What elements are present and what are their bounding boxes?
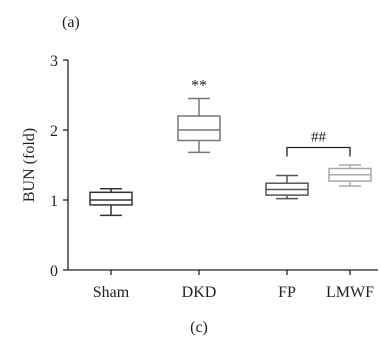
- annotations: ** ##: [191, 78, 351, 157]
- boxplot-sham: [89, 188, 133, 217]
- x-tick-label: Sham: [93, 284, 130, 301]
- y-tick-label: 0: [50, 263, 58, 280]
- x-tick-label: LMWF: [326, 284, 374, 301]
- significance-label: **: [191, 78, 207, 95]
- y-tick-labels: 0 1 2 3: [50, 53, 58, 280]
- bracket-line: [286, 146, 351, 157]
- panel-label-a: (a): [62, 14, 80, 31]
- boxplots: [89, 97, 372, 217]
- y-tick-label: 2: [50, 123, 58, 140]
- boxplot-dkd: [177, 97, 221, 154]
- x-tick-labels: Sham DKD FP LMWF: [93, 284, 374, 301]
- panel-caption-c: (c): [190, 319, 208, 336]
- box-iqr: [89, 191, 133, 206]
- bracket-label: ##: [311, 130, 327, 146]
- x-tick-label: DKD: [182, 284, 217, 301]
- y-tick-label: 3: [50, 53, 58, 70]
- y-tick-label: 1: [50, 193, 58, 210]
- comparison-bracket: ##: [286, 130, 351, 157]
- boxplot-fp: [265, 174, 309, 200]
- x-tick-label: FP: [278, 284, 296, 301]
- y-axis-label: BUN (fold): [21, 128, 38, 202]
- boxplot-lmwf: [328, 164, 372, 187]
- axes: [63, 59, 378, 275]
- box-iqr: [177, 115, 221, 142]
